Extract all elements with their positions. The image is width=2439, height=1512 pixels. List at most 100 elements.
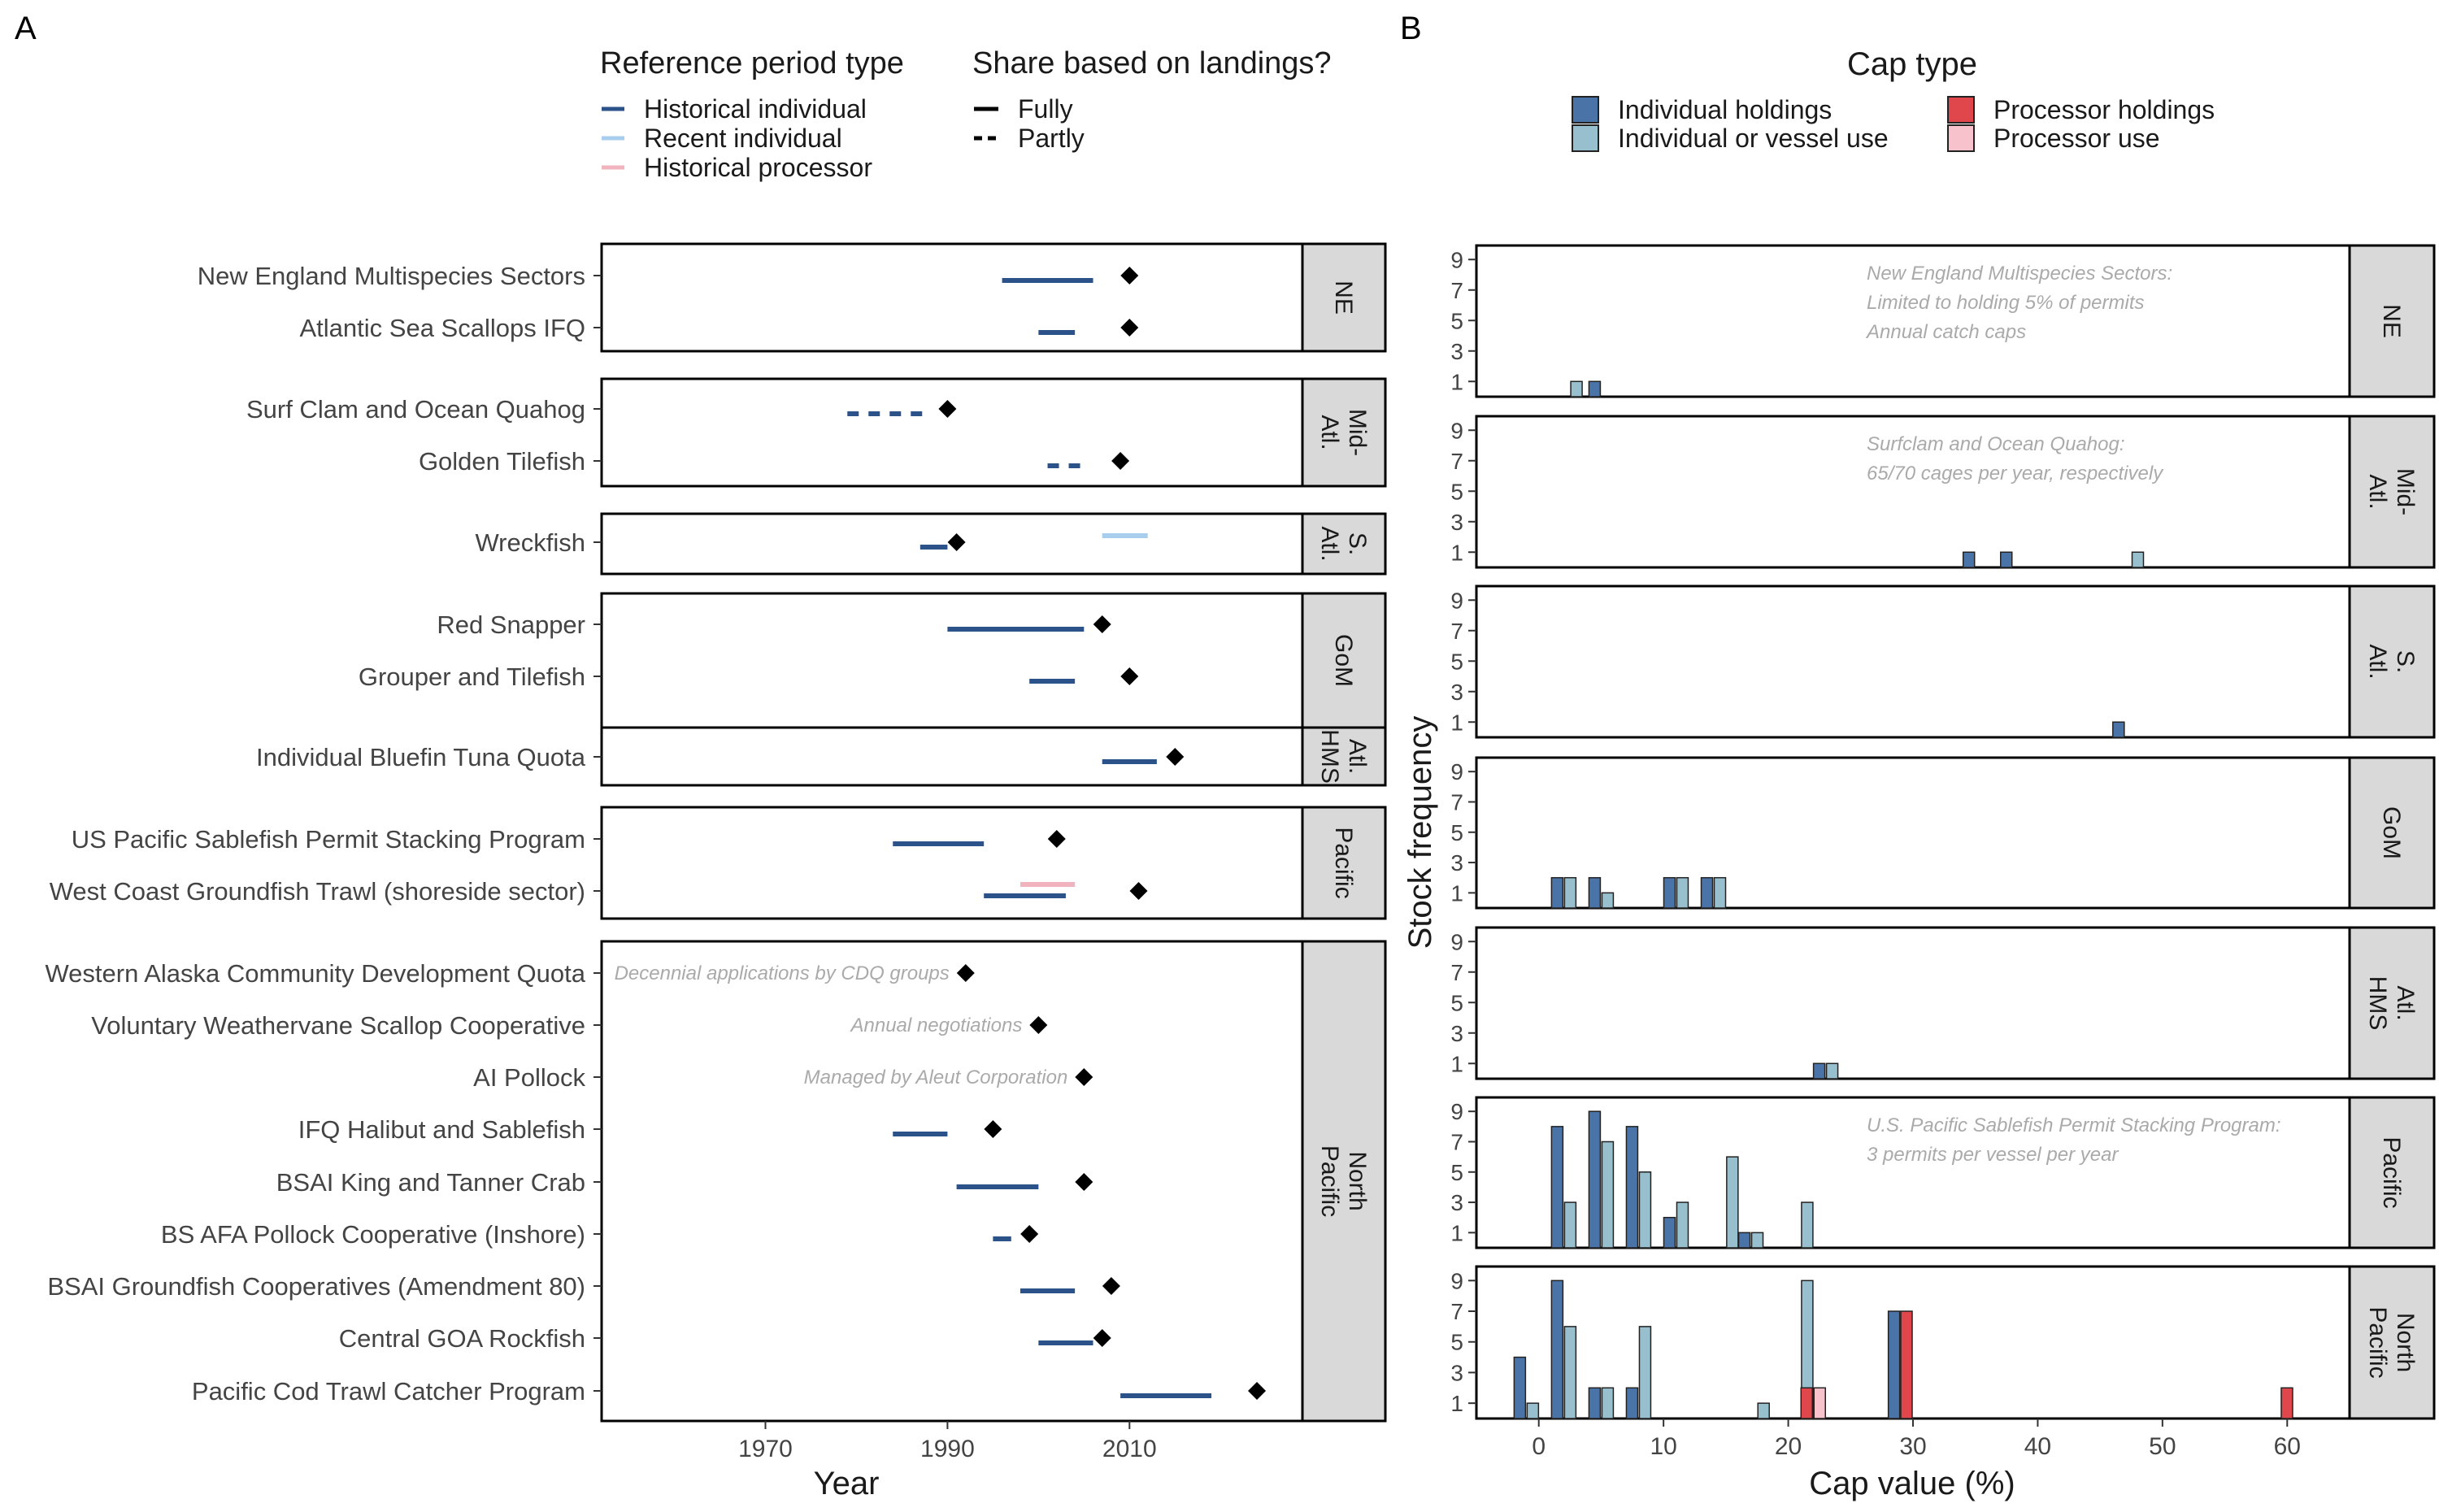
y-tick-label: 9 [1450,247,1463,272]
x-axis-title: Cap value (%) [1809,1466,2015,1501]
cap-bar [1601,892,1615,909]
legend-share-title: Share based on landings? [972,46,1332,80]
cap-bar [1999,551,2013,568]
cap-bar [1726,1156,1739,1249]
facet-note: Surfclam and Ocean Quahog: [1867,433,2125,455]
facet-note: Limited to holding 5% of permits [1867,292,2145,314]
y-tick-label: 1 [1450,880,1463,906]
facet-note: Annual catch caps [1865,321,2026,343]
program-annotation: Managed by Aleut Corporation [804,1067,1068,1088]
y-tick-label: 5 [1450,820,1463,845]
cap-bar [1676,876,1689,909]
facet-strip-label: NorthPacific [2364,1306,2419,1378]
implementation-marker [947,533,966,551]
cap-bar [2112,721,2125,738]
cap-bar [1625,1126,1639,1249]
cap-bar [1676,1201,1689,1249]
y-tick-label: 3 [1450,1021,1463,1046]
implementation-marker [1075,1068,1093,1086]
facet-strip [2348,756,2436,910]
facet-panel [1475,415,2351,569]
facet-note: 65/70 cages per year, respectively [1867,463,2164,484]
implementation-marker [1120,267,1139,285]
facet-strip-label: Atl.HMS [2364,976,2419,1031]
y-tick-label: 9 [1450,588,1463,613]
facet-note: 3 permits per vessel per year [1867,1144,2119,1166]
facet-strip-label: NE [2378,304,2405,338]
facet-strip-label: NorthPacific [1316,1145,1371,1217]
program-label: Grouper and Tilefish [359,663,585,691]
y-tick-label: 7 [1450,1299,1463,1324]
panel-b: B Cap type Individual holdings Processor ho… [1400,11,2436,1501]
facet-strip-label: Pacific [2378,1136,2405,1208]
facet-panel [600,726,1304,787]
implementation-marker [1102,1277,1120,1295]
implementation-marker [938,400,957,418]
y-tick-label: 3 [1450,1360,1463,1385]
facet-panel [600,940,1304,1423]
program-label: IFQ Halibut and Sablefish [298,1115,585,1144]
cap-bar [1900,1310,1913,1419]
facet-strip [2348,244,2436,398]
legend-ref-label: Historical individual [644,94,867,124]
cap-bar [1750,1232,1764,1249]
cap-bar [1813,1387,1827,1419]
x-tick-label: 10 [1650,1433,1676,1460]
cap-bar [2131,551,2145,568]
y-tick-label: 5 [1450,1330,1463,1355]
cap-bar [1638,1171,1652,1249]
program-label: Central GOA Rockfish [339,1324,585,1353]
implementation-marker [1129,882,1148,900]
facet-strip [1301,806,1387,920]
y-tick-label: 7 [1450,789,1463,815]
y-tick-label: 7 [1450,619,1463,644]
y-tick-label: 1 [1450,710,1463,735]
cap-bar [1700,876,1714,909]
y-tick-label: 3 [1450,680,1463,705]
y-tick-label: 7 [1450,1129,1463,1154]
facet-note: U.S. Pacific Sablefish Permit Stacking P… [1867,1114,2281,1136]
program-label: New England Multispecies Sectors [198,262,585,290]
implementation-marker [1248,1382,1267,1400]
cap-bar [1550,876,1564,909]
x-tick-label: 50 [2149,1433,2176,1460]
program-label: Voluntary Weathervane Scallop Cooperativ… [91,1011,585,1040]
facet-strip [1301,940,1387,1423]
y-tick-label: 1 [1450,1220,1463,1245]
panel-letter-a: A [15,11,37,46]
legend-cap-label: Processor use [1993,124,2160,153]
program-label: Wreckfish [475,528,585,557]
y-tick-label: 3 [1450,510,1463,535]
cap-bar [1625,1387,1639,1419]
cap-bar [1638,1326,1652,1419]
program-label: US Pacific Sablefish Permit Stacking Pro… [72,825,585,854]
implementation-marker [1075,1173,1093,1191]
legend-ref-label: Recent individual [644,124,842,153]
y-tick-label: 3 [1450,1190,1463,1215]
facet-strip-label: NE [1330,280,1357,315]
y-tick-label: 1 [1450,369,1463,394]
legend-cap-swatch [1572,124,1599,152]
legend-cap-swatch [1572,96,1599,124]
cap-bar [1962,551,1976,568]
facet-panel [1475,584,2351,739]
cap-bar [1588,1110,1602,1249]
legend-ref-title: Reference period type [600,46,904,80]
implementation-marker [1120,319,1139,337]
cap-bar [1563,876,1577,909]
cap-bar [1713,876,1727,909]
facet-note: New England Multispecies Sectors: [1867,263,2172,285]
facet-strip [1301,726,1387,787]
facet-strip [1301,512,1387,576]
facet-panel [1475,926,2351,1080]
cap-bar [1588,1387,1602,1419]
panel-letter-b: B [1400,11,1422,46]
cap-bar [1737,1232,1751,1249]
cap-bar [1663,876,1676,909]
y-tick-label: 5 [1450,649,1463,674]
legend-ref-label: Historical processor [644,153,872,182]
facet-panel [1475,244,2351,398]
facet-strip-label: GoM [2378,806,2405,859]
facet-strip-label: Atl.HMS [1316,729,1371,784]
cap-bar [1801,1201,1814,1249]
